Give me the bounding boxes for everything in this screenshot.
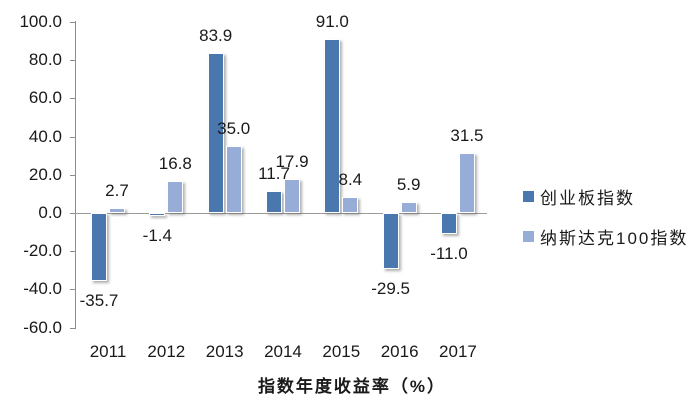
x-axis-tick-label: 2016: [380, 342, 419, 361]
y-axis-tick-mark: [70, 251, 75, 253]
bar-series0-2014: [265, 190, 282, 213]
y-axis-tick-label: 0.0: [38, 203, 62, 222]
y-axis-tick-label: 60.0: [28, 88, 62, 108]
legend-swatch-light-blue-icon: [523, 231, 534, 242]
bar-series1-2016: [400, 201, 417, 213]
data-label-series0-2015: 91.0: [315, 12, 349, 32]
y-axis-tick-label: 40.0: [28, 126, 62, 146]
y-axis-tick-label: 20.0: [28, 164, 62, 184]
y-axis-tick-mark: [70, 174, 75, 176]
y-axis-line: [75, 21, 76, 329]
x-axis-tick-label: 2011: [89, 342, 127, 361]
bar-series0-2013: [207, 52, 224, 213]
data-label-series0-2013: 83.9: [199, 25, 233, 45]
bar-series1-2015: [342, 197, 359, 213]
data-label-series1-2011: 2.7: [105, 180, 129, 200]
y-axis-tick-mark: [70, 213, 75, 214]
bar-series1-2017: [458, 152, 475, 213]
y-axis-tick-mark: [70, 98, 75, 100]
y-axis-tick-label: -20.0: [23, 241, 62, 261]
y-axis-tick-label: -40.0: [23, 279, 62, 299]
data-label-series0-2011: -35.7: [79, 291, 119, 311]
data-label-series1-2016: 5.9: [396, 174, 421, 194]
bar-series0-2015: [324, 39, 341, 213]
bar-series0-2012: [149, 213, 166, 216]
x-axis-tick-label: 2015: [322, 342, 361, 361]
legend: 创业板指数 纳斯达克100指数: [523, 184, 688, 249]
data-label-series0-2014: 11.7: [258, 163, 290, 183]
y-axis-tick-mark: [70, 136, 75, 138]
x-axis-tick-label: 2017: [439, 342, 477, 361]
x-axis-tick-label: 2014: [264, 342, 302, 361]
bar-series1-2011: [109, 207, 125, 213]
data-label-series1-2013: 35.0: [217, 119, 251, 139]
legend-swatch-dark-blue-icon: [523, 191, 534, 202]
legend-label-chinext: 创业板指数: [540, 189, 635, 208]
bar-series1-2012: [167, 180, 184, 213]
legend-label-nasdaq100: 纳斯达克100指数: [540, 229, 689, 248]
bar-series0-2011: [91, 213, 107, 282]
x-axis-title: 指数年度收益率（%）: [257, 377, 447, 396]
legend-item-chinext-index: 创业板指数: [523, 184, 688, 209]
data-label-series0-2016: -29.5: [371, 279, 411, 299]
legend-item-nasdaq100-index: 纳斯达克100指数: [523, 224, 688, 249]
data-label-series0-2017: -11.0: [430, 244, 468, 263]
y-axis-tick-label: 80.0: [28, 50, 62, 70]
data-label-series1-2017: 31.5: [450, 125, 484, 145]
x-axis-tick-label: 2013: [205, 342, 244, 361]
bar-series0-2017: [440, 213, 457, 234]
y-axis-tick-mark: [70, 60, 75, 62]
data-label-series1-2012: 16.8: [158, 153, 192, 173]
bar-series0-2016: [382, 213, 399, 270]
data-label-series1-2014: 17.9: [275, 151, 309, 171]
y-axis-tick-mark: [70, 22, 75, 23]
y-axis-tick-label: -60.0: [23, 317, 62, 337]
data-label-series1-2015: 8.4: [338, 170, 363, 189]
bar-series1-2013: [225, 146, 242, 213]
y-axis-tick-label: 100.0: [19, 12, 62, 31]
data-label-series0-2012: -1.4: [142, 225, 172, 245]
y-axis-tick-mark: [70, 327, 75, 329]
x-axis-tick-label: 2012: [147, 342, 186, 361]
bar-series1-2014: [283, 178, 300, 213]
y-axis-tick-mark: [70, 289, 75, 291]
zero-gridline: [75, 213, 487, 214]
